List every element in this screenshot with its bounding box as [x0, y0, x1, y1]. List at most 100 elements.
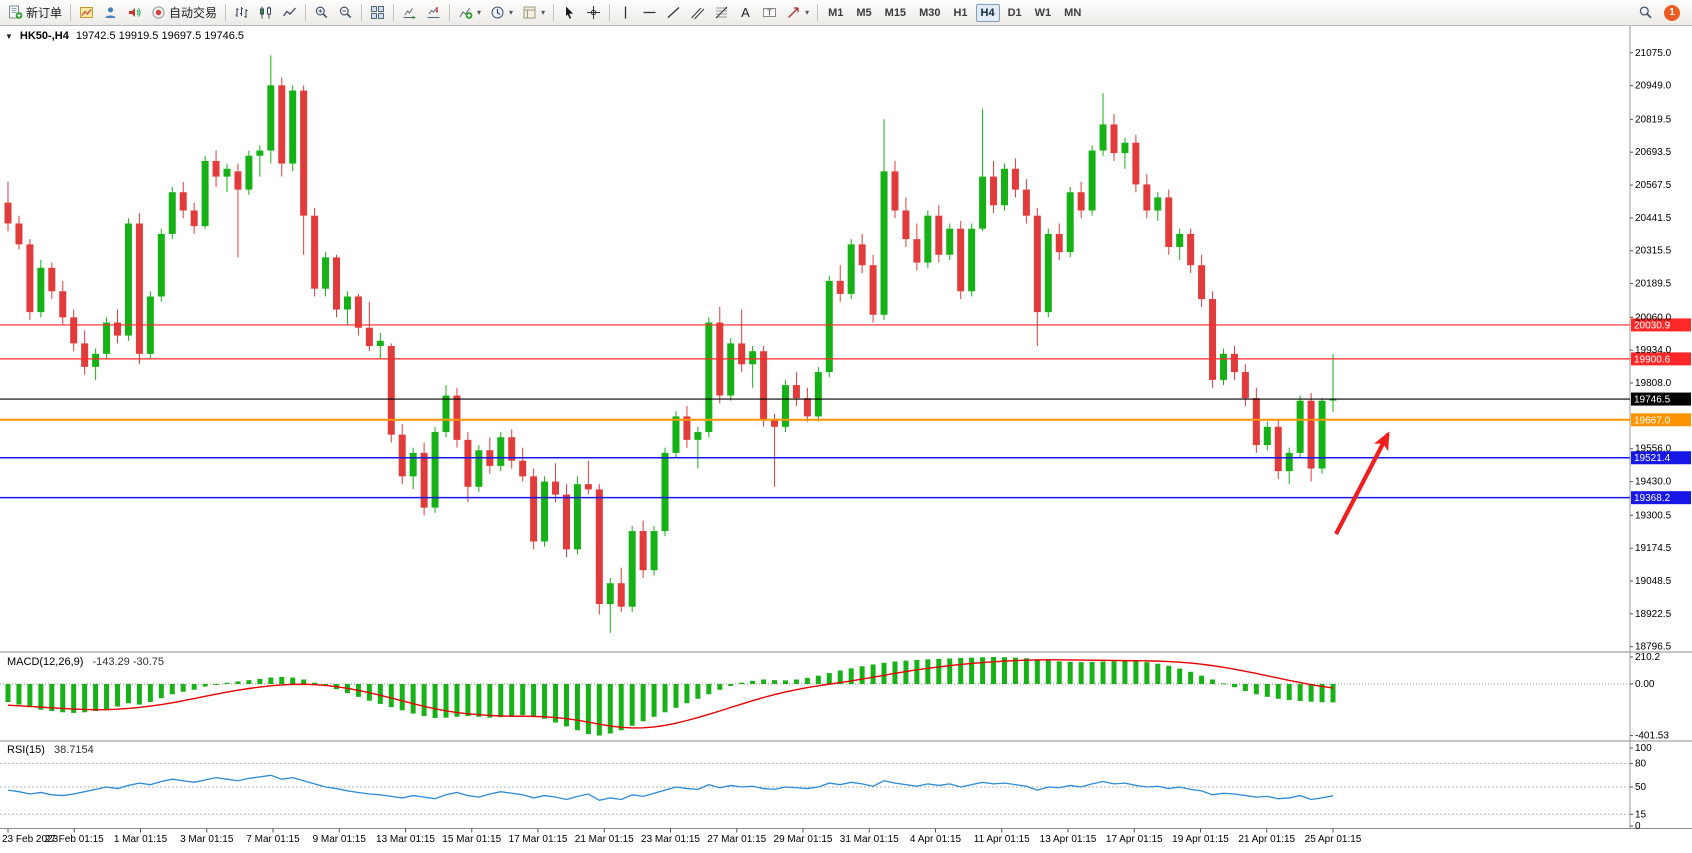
axis-label: 19900.6: [1634, 354, 1671, 365]
channel-button[interactable]: [686, 2, 709, 24]
axis-label: 50: [1635, 782, 1647, 793]
timeframe-button-m5[interactable]: M5: [856, 6, 872, 19]
periods-button[interactable]: ▾: [486, 2, 517, 24]
auto-scroll-button[interactable]: [398, 2, 421, 24]
axis-label: 0.00: [1635, 679, 1655, 690]
profile-icon: [103, 5, 118, 20]
notifications-badge[interactable]: 1: [1664, 4, 1680, 21]
indicators-button[interactable]: ▾: [454, 2, 485, 24]
axis-label: 15 Mar 01:15: [442, 834, 501, 845]
toolbar-separator: [449, 4, 451, 21]
crosshair-icon: [586, 5, 601, 20]
annotation-arrow[interactable]: [1334, 431, 1390, 535]
search-button[interactable]: [1634, 2, 1657, 24]
zoom-in-button[interactable]: [310, 2, 333, 24]
axis-label: 19808.0: [1635, 378, 1672, 389]
price-axis[interactable]: 21075.0 20949.0 20819.5 20693.5 20567.5 20441…: [1630, 48, 1672, 653]
fibonacci-button[interactable]: [710, 2, 733, 24]
price-line-label: [1631, 352, 1691, 366]
hline-icon: [642, 5, 657, 20]
axis-label: 19 Apr 01:15: [1172, 834, 1229, 845]
toolbar-separator: [361, 4, 363, 21]
cursor-button[interactable]: [558, 2, 581, 24]
axis-label: 15: [1635, 809, 1647, 820]
rsi-name: RSI(15): [7, 744, 45, 756]
wizard-icon: [79, 5, 94, 20]
toolbar-separator: [393, 4, 395, 21]
rsi-panel: 100 80 50 150: [0, 743, 1652, 832]
price-line-label: [1631, 392, 1691, 406]
axis-label: 31 Mar 01:15: [840, 834, 899, 845]
axis-label: 20189.5: [1635, 279, 1672, 290]
axis-label: -401.53: [1635, 731, 1669, 742]
timeframe-button-mn[interactable]: MN: [1064, 6, 1082, 19]
bar-chart-button[interactable]: [230, 2, 253, 24]
rsi-indicator-label: RSI(15) 38.7154: [7, 744, 94, 756]
horizontal-price-lines[interactable]: 20030.9 19900.6 19746.5 19667.0 19521.4 19368…: [0, 318, 1691, 505]
chart-title-row: ▼ HK50-,H4 19742.5 19919.5 19697.5 19746…: [5, 30, 244, 42]
svg-text:T: T: [767, 8, 772, 17]
channel-icon: [690, 5, 705, 20]
shift-icon: [426, 5, 441, 20]
timeframe-button-h4[interactable]: H4: [975, 3, 1000, 22]
chart-shift-button[interactable]: [422, 2, 445, 24]
label-icon: T: [762, 5, 777, 20]
toolbar-separator: [609, 4, 611, 21]
template-icon: [522, 5, 537, 20]
profiles-button[interactable]: [99, 2, 122, 24]
zoom-out-button[interactable]: [334, 2, 357, 24]
axis-label: 0: [1635, 821, 1641, 832]
axis-label: 21 Apr 01:15: [1238, 834, 1295, 845]
autotrading-button[interactable]: 自动交易: [147, 2, 221, 24]
new-order-icon: [8, 5, 23, 20]
timeframe-button-d1[interactable]: D1: [1007, 6, 1022, 19]
timeframe-button-h1[interactable]: H1: [953, 6, 968, 19]
axis-label: 20693.5: [1635, 147, 1672, 158]
chevron-down-icon: ▾: [805, 8, 810, 17]
trendline-button[interactable]: [662, 2, 685, 24]
candlestick-chart-button[interactable]: [254, 2, 277, 24]
chart-wizard-button[interactable]: [75, 2, 98, 24]
timeframe-button-w1[interactable]: W1: [1034, 6, 1052, 19]
chart-ohlc-values: 19742.5 19919.5 19697.5 19746.5: [75, 30, 245, 42]
timeframe-button-m15[interactable]: M15: [884, 6, 907, 19]
macd-signal-line: [7, 659, 1334, 729]
axis-label: 19368.2: [1634, 493, 1671, 504]
svg-text:A: A: [741, 5, 750, 20]
arrows-button[interactable]: ▾: [782, 2, 813, 24]
axis-label: 20060.0: [1635, 312, 1672, 323]
one-click-collapse-icon[interactable]: ▼: [5, 31, 13, 41]
axis-label: 20030.9: [1634, 320, 1671, 331]
zoomout-icon: [338, 5, 353, 20]
axis-label: 20819.5: [1635, 114, 1672, 125]
axis-label: 27 Mar 01:15: [707, 834, 766, 845]
axis-label: 80: [1635, 759, 1647, 770]
timeframe-button-m30[interactable]: M30: [919, 6, 941, 19]
axis-label: 19174.5: [1635, 543, 1672, 554]
axis-label: 19048.5: [1635, 576, 1672, 587]
horizontal-line-button[interactable]: [638, 2, 661, 24]
vline-icon: [618, 5, 633, 20]
tile-icon: [370, 5, 385, 20]
macd-indicator-label: MACD(12,26,9) -143.29 -30.75: [7, 656, 164, 668]
axis-label: 20315.5: [1635, 246, 1672, 257]
new-order-button[interactable]: 新订单: [4, 2, 66, 24]
addindicator-icon: [458, 5, 473, 20]
timeframe-button-m1[interactable]: M1: [828, 6, 844, 19]
tile-windows-button[interactable]: [366, 2, 389, 24]
vertical-line-button[interactable]: [614, 2, 637, 24]
templates-button[interactable]: ▾: [518, 2, 549, 24]
button-label: 自动交易: [169, 6, 218, 20]
sound-icon: [127, 5, 142, 20]
axis-label: 9 Mar 01:15: [313, 834, 367, 845]
crosshair-button[interactable]: [582, 2, 605, 24]
line-chart-button[interactable]: [278, 2, 301, 24]
alerts-button[interactable]: [123, 2, 146, 24]
text-label-button[interactable]: T: [758, 2, 781, 24]
axis-label: 20441.5: [1635, 213, 1672, 224]
text-button[interactable]: A: [734, 2, 757, 24]
axis-label: 13 Mar 01:15: [376, 834, 435, 845]
macd-panel: 210.2 0.00 -401.53: [0, 652, 1669, 742]
